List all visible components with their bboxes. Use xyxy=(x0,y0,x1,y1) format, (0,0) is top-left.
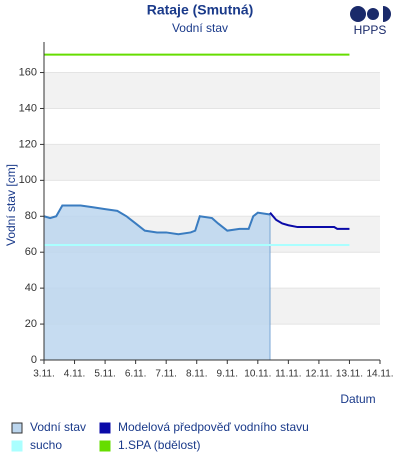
plot-area: 0 20 40 60 80 100 120 140 160 3.11. 4.11. 5.11. 6.11… xyxy=(19,42,394,380)
legend-label: Vodní stav xyxy=(30,420,86,434)
x-tick-label: 5.11. xyxy=(94,369,116,380)
y-tick-label: 120 xyxy=(19,138,37,150)
logo-shape xyxy=(350,6,366,22)
legend-marker xyxy=(99,440,111,452)
legend: Vodní stav Modelová předpověď vodního sta… xyxy=(11,420,309,452)
grid-band xyxy=(44,144,380,181)
chart-subtitle: Vodní stav xyxy=(172,21,228,35)
chart-title: Rataje (Smutná) xyxy=(147,2,254,18)
x-tick-label: 4.11. xyxy=(64,369,86,380)
x-tick-label: 6.11. xyxy=(125,369,147,380)
x-tick-label: 3.11. xyxy=(33,369,55,380)
logo: HPPS xyxy=(350,6,391,37)
y-tick-label: 80 xyxy=(25,210,37,222)
y-tick-label: 140 xyxy=(19,102,37,114)
y-tick-label: 60 xyxy=(25,246,37,258)
y-tick-label: 100 xyxy=(19,174,37,186)
x-tick-label: 14.11. xyxy=(366,369,393,380)
grid-band xyxy=(44,72,380,109)
y-tick-label: 20 xyxy=(25,318,37,330)
series-line xyxy=(269,212,350,230)
x-tick-label: 7.11. xyxy=(155,369,177,380)
y-axis-label: Vodní stav [cm] xyxy=(4,164,18,246)
legend-label: sucho xyxy=(30,438,62,452)
x-tick-label: 8.11. xyxy=(186,369,208,380)
y-tick-label: 0 xyxy=(31,354,37,366)
x-axis-label: Datum xyxy=(340,392,375,406)
legend-label: 1.SPA (bdělost) xyxy=(118,438,201,452)
legend-marker xyxy=(99,422,111,434)
x-tick-label: 10.11. xyxy=(244,369,271,380)
logo-shape xyxy=(383,6,391,22)
legend-marker xyxy=(11,422,23,434)
x-tick-label: 11.11. xyxy=(275,369,301,380)
x-tick-label: 13.11. xyxy=(336,369,363,380)
series-line xyxy=(43,204,271,236)
legend-label: Modelová předpověď vodního stavu xyxy=(118,420,309,434)
logo-shape xyxy=(367,8,379,20)
logo-text: HPPS xyxy=(354,23,387,37)
x-tick-label: 12.11. xyxy=(305,369,332,380)
y-tick-label: 160 xyxy=(19,66,37,78)
x-tick-label: 9.11. xyxy=(217,369,239,380)
y-tick-label: 40 xyxy=(25,282,37,294)
legend-marker xyxy=(11,440,23,452)
